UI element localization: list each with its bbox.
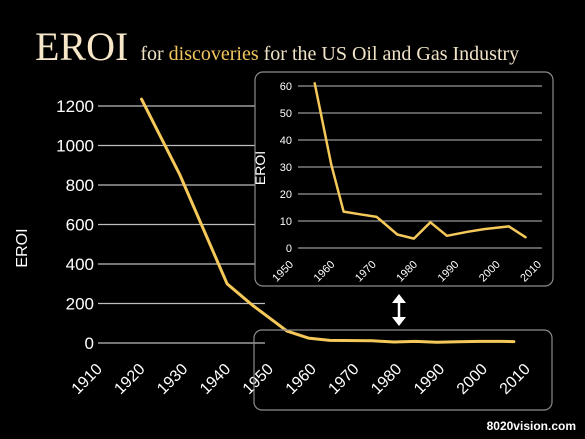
inset-y-tick-label: 20 bbox=[280, 189, 292, 201]
main-x-tick-label: 1990 bbox=[411, 361, 448, 398]
inset-y-tick-label: 50 bbox=[280, 108, 292, 120]
main-y-tick-label: 400 bbox=[66, 255, 94, 274]
title-highlight: discoveries bbox=[169, 43, 259, 65]
zoom-region-frame bbox=[253, 329, 553, 411]
main-series bbox=[140, 97, 516, 344]
main-x-tick-label: 1920 bbox=[111, 361, 148, 398]
inset-y-tick-label: 30 bbox=[280, 162, 292, 174]
credit-text: 8020vision.com bbox=[487, 419, 576, 433]
main-gridlines bbox=[98, 105, 265, 344]
chart-title: EROI for discoveries for the US Oil and G… bbox=[35, 24, 519, 69]
inset-y-tick-label: 60 bbox=[280, 81, 292, 93]
main-x-tick-label: 1930 bbox=[154, 361, 191, 398]
main-y-axis-label: EROI bbox=[14, 228, 31, 267]
double-arrow-icon bbox=[392, 294, 406, 326]
title-prefix: for bbox=[140, 43, 168, 65]
main-x-tick-label: 2000 bbox=[454, 361, 491, 398]
main-y-tick-label: 800 bbox=[66, 176, 94, 195]
main-y-tick-label: 1200 bbox=[56, 97, 94, 116]
main-y-tick-label: 1000 bbox=[56, 136, 94, 155]
main-x-tick-label: 1940 bbox=[197, 361, 234, 398]
main-y-tick-label: 0 bbox=[85, 334, 94, 353]
main-x-tick-label: 1970 bbox=[325, 361, 362, 398]
main-x-tick-label: 1960 bbox=[283, 361, 320, 398]
main-x-tick-label: 1950 bbox=[240, 361, 277, 398]
inset-y-tick-labels: 0 10 20 30 40 50 60 bbox=[280, 81, 292, 255]
main-x-tick-labels: 1910 1920 1930 1940 1950 1960 1970 1980 1990 2000… bbox=[69, 361, 534, 398]
inset-panel bbox=[254, 71, 554, 287]
title-main: EROI bbox=[35, 24, 128, 69]
inset-y-tick-label: 10 bbox=[280, 216, 292, 228]
inset-y-tick-label: 0 bbox=[286, 243, 292, 255]
inset-series bbox=[313, 82, 527, 240]
main-y-tick-label: 200 bbox=[66, 294, 94, 313]
inset-series-line bbox=[313, 82, 527, 240]
main-x-tick-label: 1980 bbox=[368, 361, 405, 398]
inset-y-axis-label: EROI bbox=[252, 151, 268, 185]
main-y-tick-label: 600 bbox=[66, 215, 94, 234]
main-x-tick-label: 1910 bbox=[69, 361, 106, 398]
main-y-tick-labels: 0 200 400 600 800 1000 1200 bbox=[56, 97, 94, 353]
main-x-tick-label: 2010 bbox=[497, 361, 534, 398]
inset-y-tick-label: 40 bbox=[280, 135, 292, 147]
main-series-line bbox=[140, 97, 516, 344]
title-suffix: for the US Oil and Gas Industry bbox=[259, 43, 520, 65]
